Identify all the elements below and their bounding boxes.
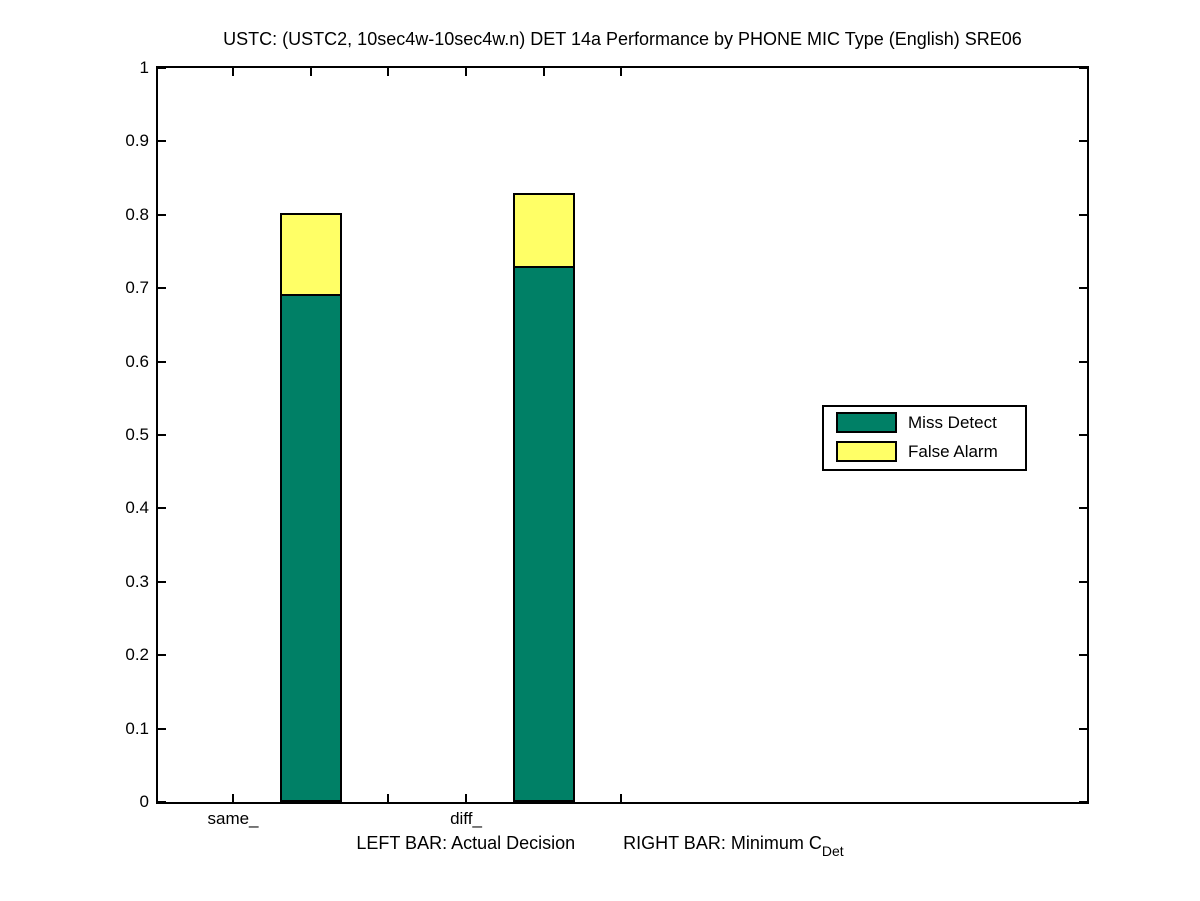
y-tick	[1079, 507, 1087, 510]
x-tick	[465, 794, 467, 802]
x-axis-label-left: LEFT BAR: Actual Decision	[356, 833, 576, 853]
y-tick-label: 0.7	[125, 278, 149, 298]
miss-detect-swatch	[836, 412, 897, 433]
y-tick-label: 0.6	[125, 351, 149, 371]
y-tick	[158, 287, 166, 290]
y-tick	[158, 801, 166, 803]
y-tick	[1079, 140, 1087, 143]
legend-label-miss-detect: Miss Detect	[908, 413, 997, 432]
y-tick-label: 0.3	[125, 571, 149, 591]
miss-detect-segment	[282, 294, 340, 800]
y-tick	[158, 507, 166, 510]
y-tick	[1079, 801, 1087, 803]
y-tick	[158, 140, 166, 143]
y-tick-label: 0.4	[125, 498, 149, 518]
y-tick-label: 0.5	[125, 425, 149, 444]
x-tick	[232, 794, 234, 802]
x-category-label: same_	[207, 809, 259, 828]
x-tick	[232, 68, 234, 76]
y-tick	[1079, 580, 1087, 583]
y-tick	[158, 67, 166, 69]
y-tick-label: 0.1	[125, 718, 149, 738]
y-tick-label: 0	[139, 792, 149, 811]
x-category-label: diff_	[450, 809, 482, 828]
x-axis-label: LEFT BAR: Actual Decision RIGHT BAR: Min…	[0, 833, 1200, 859]
y-tick	[158, 434, 166, 436]
y-tick	[1079, 727, 1087, 730]
x-tick	[543, 68, 545, 76]
y-tick	[1079, 654, 1087, 657]
x-axis-label-right: RIGHT BAR: Minimum CDet	[623, 833, 844, 859]
y-tick-label: 0.9	[125, 131, 149, 151]
x-tick	[465, 68, 467, 76]
y-tick	[1079, 213, 1087, 216]
y-tick	[1079, 67, 1087, 69]
y-tick-label: 0.2	[125, 645, 149, 665]
y-tick	[158, 360, 166, 363]
y-tick	[1079, 434, 1087, 436]
chart-title: USTC: (USTC2, 10sec4w-10sec4w.n) DET 14a…	[223, 29, 1022, 49]
y-tick-label: 1	[139, 58, 149, 77]
x-axis-label-subscript: Det	[821, 843, 844, 859]
y-tick	[158, 654, 166, 657]
y-tick	[158, 727, 166, 730]
x-tick	[310, 68, 312, 76]
y-tick	[158, 580, 166, 583]
x-tick	[620, 794, 622, 802]
miss-detect-segment	[515, 266, 573, 800]
x-tick	[620, 68, 622, 76]
y-tick	[1079, 287, 1087, 290]
bar-stack	[513, 193, 575, 802]
x-tick	[387, 794, 389, 802]
false-alarm-swatch	[836, 441, 897, 462]
y-tick-label: 0.8	[125, 204, 149, 224]
y-tick	[158, 213, 166, 216]
x-tick	[387, 68, 389, 76]
legend-item-false-alarm: False Alarm	[836, 441, 1025, 462]
legend-label-false-alarm: False Alarm	[908, 442, 998, 461]
legend-item-miss-detect: Miss Detect	[836, 412, 1025, 433]
y-tick	[1079, 360, 1087, 363]
bar-stack	[280, 213, 342, 802]
legend: Miss Detect False Alarm	[822, 405, 1027, 471]
